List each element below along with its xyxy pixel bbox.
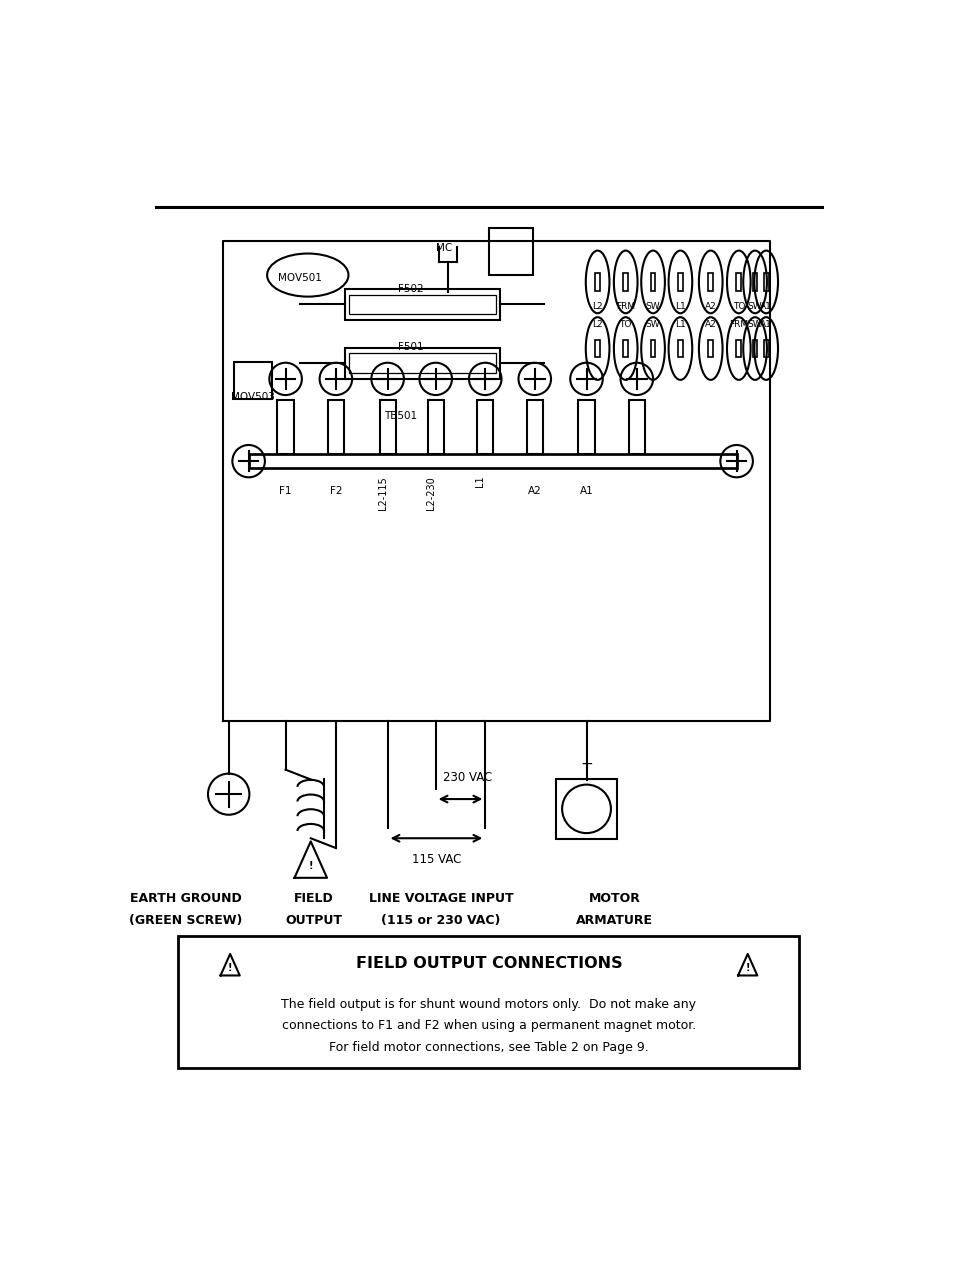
Text: FRM: FRM [616, 303, 635, 312]
Text: ARMATURE: ARMATURE [576, 913, 653, 927]
Text: +: + [579, 757, 592, 772]
Bar [379, 401, 395, 454]
Text: For field motor connections, see Table 2 on Page 9.: For field motor connections, see Table 2… [329, 1040, 648, 1054]
Text: MOV503: MOV503 [231, 392, 274, 402]
Text: MOV501: MOV501 [278, 273, 322, 282]
Text: L2-115: L2-115 [377, 476, 387, 510]
Bar [578, 401, 594, 454]
Text: L1: L1 [675, 321, 685, 329]
Text: LINE VOLTAGE INPUT: LINE VOLTAGE INPUT [368, 892, 513, 906]
Bar [595, 273, 599, 290]
Bar [736, 340, 740, 357]
Text: SW: SW [747, 303, 761, 312]
Bar [628, 401, 644, 454]
Bar [178, 936, 799, 1068]
Bar [752, 340, 757, 357]
Text: !: ! [308, 861, 313, 871]
Bar [233, 363, 272, 399]
Bar [277, 401, 294, 454]
Circle shape [444, 291, 452, 301]
Bar [344, 289, 499, 321]
Text: FRM: FRM [728, 321, 747, 329]
Bar [678, 340, 682, 357]
Text: L2-230: L2-230 [425, 476, 436, 510]
Text: A1: A1 [579, 486, 593, 496]
Text: SW: SW [747, 321, 761, 329]
Bar [708, 340, 712, 357]
Bar [595, 340, 599, 357]
Bar [763, 273, 768, 290]
Bar [622, 340, 627, 357]
Text: SW: SW [645, 321, 659, 329]
Bar [763, 340, 768, 357]
Text: A2: A2 [704, 321, 716, 329]
Text: A2: A2 [704, 303, 716, 312]
Text: FIELD OUTPUT CONNECTIONS: FIELD OUTPUT CONNECTIONS [355, 957, 621, 971]
Text: L1: L1 [475, 476, 485, 487]
Text: TO: TO [732, 303, 744, 312]
Bar [349, 295, 495, 314]
Bar [344, 347, 499, 379]
Bar [650, 273, 655, 290]
Bar [349, 354, 495, 373]
Bar [622, 273, 627, 290]
Text: F1: F1 [279, 486, 292, 496]
Text: L1: L1 [675, 303, 685, 312]
Text: The field output is for shunt wound motors only.  Do not make any: The field output is for shunt wound moto… [281, 999, 696, 1011]
Text: 230 VAC: 230 VAC [443, 771, 492, 785]
Text: FIELD: FIELD [294, 892, 334, 906]
Text: F502: F502 [398, 284, 424, 294]
Text: (115 or 230 VAC): (115 or 230 VAC) [381, 913, 500, 927]
Bar [650, 340, 655, 357]
Text: A2: A2 [527, 486, 541, 496]
Bar [476, 401, 493, 454]
Bar [488, 228, 533, 275]
Text: A1: A1 [760, 303, 771, 312]
Bar [708, 273, 712, 290]
Bar [249, 454, 736, 468]
Text: MOTOR: MOTOR [588, 892, 639, 906]
Bar [556, 778, 617, 840]
Bar [328, 401, 344, 454]
Text: connections to F1 and F2 when using a permanent magnet motor.: connections to F1 and F2 when using a pe… [281, 1019, 696, 1033]
Text: OUTPUT: OUTPUT [285, 913, 342, 927]
Bar [736, 273, 740, 290]
Text: A1: A1 [760, 321, 771, 329]
Text: F501: F501 [398, 342, 424, 352]
Bar [427, 401, 443, 454]
Text: F2: F2 [330, 486, 342, 496]
Bar [752, 273, 757, 290]
Text: TB501: TB501 [383, 411, 416, 421]
Text: SW: SW [645, 303, 659, 312]
Text: 115 VAC: 115 VAC [412, 854, 460, 866]
Text: TO: TO [618, 321, 631, 329]
Text: L2: L2 [592, 303, 602, 312]
Bar [526, 401, 542, 454]
Bar [678, 273, 682, 290]
Text: !: ! [228, 963, 233, 973]
Text: !: ! [744, 963, 749, 973]
Text: EARTH GROUND: EARTH GROUND [130, 892, 241, 906]
Text: L2: L2 [592, 321, 602, 329]
Text: (GREEN SCREW): (GREEN SCREW) [129, 913, 242, 927]
Text: MC: MC [436, 243, 453, 253]
